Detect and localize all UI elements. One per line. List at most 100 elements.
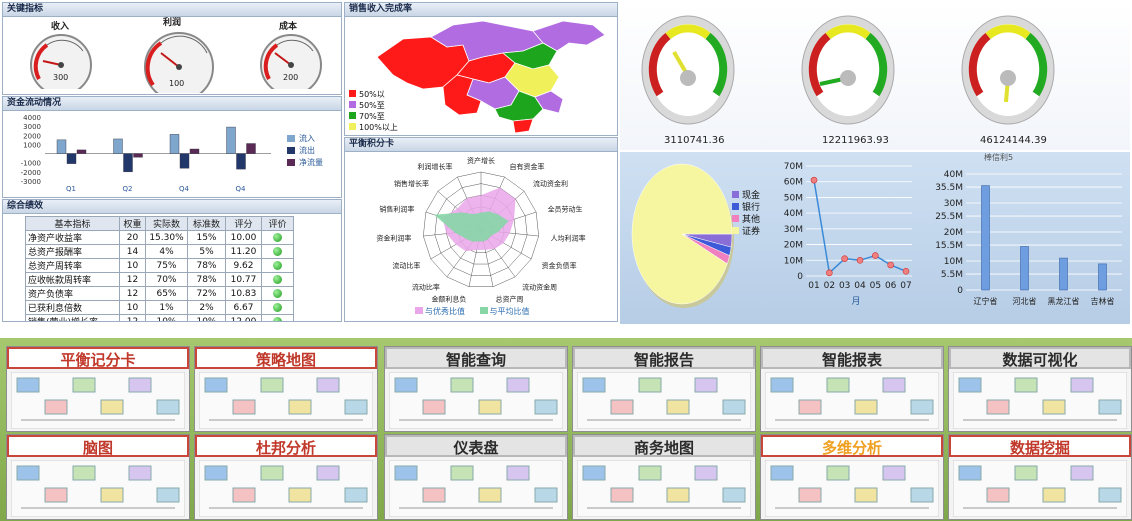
table-cell: 5% [187,244,226,259]
large-gauge [641,15,735,125]
x-tick-label: 07 [900,281,911,291]
table-row: 总资产周转率 10 75% 78% 9.62 [25,258,294,273]
panel-title: 关键指标 [3,3,341,17]
feature-tile[interactable]: 数据挖掘 [948,434,1132,520]
table-cell: 10% [145,314,188,321]
status-dot-icon [273,260,282,270]
tile-title: 多维分析 [761,435,943,457]
legend-item: 100%以上 [349,122,398,133]
radar-axis-label: 销售增长率 [394,179,429,188]
table-cell: 15.30% [145,230,188,245]
y-tick-label: 3000 [23,123,41,131]
feature-tile[interactable]: 智能报表 [760,346,944,432]
gauge-label: 收入 [51,22,70,32]
feature-tile[interactable]: 多维分析 [760,434,944,520]
y-tick-label: 0 [797,272,803,282]
tile-title: 商务地图 [573,435,755,457]
table-cell: 2% [187,300,226,315]
gauge-value: 300 [53,73,69,82]
rating-cell [261,300,294,315]
table-row: 销售(营业)增长率1210%10%12.00 [25,314,294,321]
status-dot-icon [273,288,282,298]
bar [56,139,67,154]
table-cell: 已获利息倍数 [25,300,120,315]
radar-axis-label: 利润增长率 [418,162,453,171]
feature-tile[interactable]: 数据可视化 [948,346,1132,432]
legend-swatch [287,135,295,142]
y-tick-label: 15.5M [935,241,963,251]
table-cell: 12.00 [225,314,262,321]
feature-tile[interactable]: 智能报告 [572,346,756,432]
tile-title: 数据可视化 [949,347,1131,369]
bar [76,149,87,154]
radar-axis-label: 流动比率 [392,261,420,270]
gauge-value: 100 [169,79,185,88]
table-cell: 总资产周转率 [25,258,120,273]
column-header: 实际数 [145,216,188,231]
table-cell: 应收帐款周转率 [25,272,120,287]
feature-tile[interactable]: 策略地图 [194,346,378,432]
y-tick-label: 25.5M [935,212,963,222]
radar-legend: 与优秀比值 与平均比值 [415,306,530,317]
y-tick-label: 60M [784,178,803,188]
gauge-cost [260,34,322,89]
radar-axis-label: 总资产周 [496,294,524,303]
radar-axis-label: 流动比率 [412,283,440,292]
y-tick-label: 10M [944,257,963,267]
feature-tile[interactable]: 智能查询 [384,346,568,432]
table-cell: 14 [119,244,146,259]
province-bar-chart: 40M 35.5M 30M 25.5M 20M 15.5M 10M 5.5M 0 辽宁省 河北省 黑龙… [935,170,1122,306]
table-row: 已获利息倍数 10 1% 2% 6.67 [25,300,294,315]
y-tick-label: 40M [784,209,803,219]
tile-preview-thumbnail [765,372,939,429]
gauge-profit [144,32,214,93]
table-cell: 70% [145,272,188,287]
feature-tile[interactable]: 仪表盘 [384,434,568,520]
column-header: 基本指标 [25,216,120,231]
tile-title: 智能报告 [573,347,755,369]
bar [66,153,77,164]
x-tick-label: Q1 [66,185,76,193]
table-cell: 销售(营业)增长率 [25,314,120,321]
tile-preview-thumbnail [577,372,751,429]
bar [123,153,133,173]
feature-tile[interactable]: 商务地图 [572,434,756,520]
status-dot-icon [273,316,282,321]
radar-axis-label: 流动资金周 [522,283,557,292]
legend-swatch [287,147,295,154]
x-tick-label: Q4 [236,185,247,193]
feature-tile[interactable]: 脑图 [6,434,190,520]
radar-axis-label: 资金负债率 [542,261,577,270]
pie-slice [631,163,733,305]
status-dot-icon [273,274,282,284]
tile-title: 脑图 [7,435,189,457]
tile-preview-thumbnail [765,460,939,517]
tile-preview-thumbnail [199,372,373,429]
column-header: 评价 [261,216,294,231]
bar [113,138,123,154]
radar-axis-label: 人均利润率 [551,233,586,242]
column-header: 权重 [119,216,146,231]
feature-tile[interactable]: 平衡记分卡 [6,346,190,432]
feature-tile[interactable]: 杜邦分析 [194,434,378,520]
table-cell: 12 [119,314,146,321]
tile-preview-thumbnail [953,372,1127,429]
data-point [856,256,864,264]
table-cell: 72% [187,286,226,301]
bar [1020,246,1029,291]
legend-item: 50%以 [349,89,398,100]
monthly-line-chart: 70M 60M 50M 40M 30M 20M 10M 0 01 02 03 04 05 06 07 月 [784,162,912,307]
tile-preview-thumbnail [11,460,185,517]
rating-cell [261,230,294,245]
sales-map-panel: 销售收入完成率 50%以 50%至 70%至 100%以上 [344,2,618,136]
x-tick-label: 04 [854,281,866,291]
y-tick-label: 2000 [23,132,41,140]
x-tick-label: 06 [885,281,897,291]
bar [1098,263,1107,291]
data-point [826,269,833,277]
table-row: 应收帐款周转率 12 70% 78% 10.77 [25,272,294,287]
right-dashboard: 3110741.36 12211963.93 46124144.39 现金 银行… [620,2,1130,324]
bar-caption: 棒信利5 [984,153,1014,162]
y-tick-label: 0 [957,286,963,296]
